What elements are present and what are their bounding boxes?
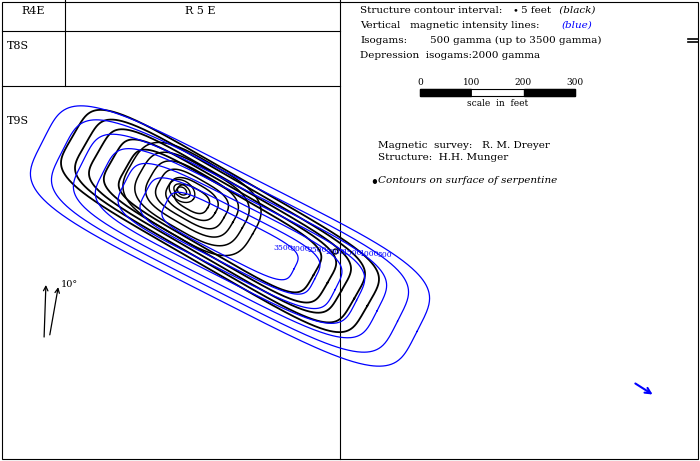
Text: 300: 300 bbox=[566, 78, 584, 87]
Text: 5 feet: 5 feet bbox=[521, 6, 551, 15]
Text: (blue): (blue) bbox=[562, 21, 593, 30]
Text: 1000: 1000 bbox=[359, 250, 379, 258]
Bar bbox=[524, 89, 575, 96]
Text: 1500: 1500 bbox=[342, 249, 361, 257]
Text: R4E: R4E bbox=[21, 6, 45, 16]
Text: 2500: 2500 bbox=[307, 246, 327, 254]
Text: 500 gamma (up to 3500 gamma): 500 gamma (up to 3500 gamma) bbox=[430, 36, 601, 45]
Text: Structure:  H.H. Munger: Structure: H.H. Munger bbox=[378, 153, 508, 162]
Text: T9S: T9S bbox=[7, 116, 29, 126]
Text: 2000: 2000 bbox=[325, 248, 344, 256]
Text: 0: 0 bbox=[417, 78, 423, 87]
Text: Vertical   magnetic intensity lines:: Vertical magnetic intensity lines: bbox=[360, 21, 540, 30]
Text: 3500: 3500 bbox=[274, 244, 293, 252]
Text: Magnetic  survey:   R. M. Dreyer: Magnetic survey: R. M. Dreyer bbox=[378, 141, 550, 150]
Text: R 5 E: R 5 E bbox=[185, 6, 216, 16]
Text: 100: 100 bbox=[463, 78, 480, 87]
Text: •: • bbox=[370, 176, 378, 189]
Text: (black): (black) bbox=[556, 6, 596, 15]
Bar bbox=[420, 89, 575, 96]
Text: T8S: T8S bbox=[7, 41, 29, 51]
Text: 200: 200 bbox=[514, 78, 532, 87]
Text: 10°: 10° bbox=[61, 280, 78, 290]
Bar bbox=[420, 89, 471, 96]
Text: Structure contour interval:: Structure contour interval: bbox=[360, 6, 503, 15]
Text: Contours on surface of serpentine: Contours on surface of serpentine bbox=[378, 176, 557, 185]
Text: Isogams:: Isogams: bbox=[360, 36, 407, 45]
Bar bbox=[471, 89, 524, 96]
Text: •: • bbox=[512, 6, 518, 15]
Text: 500: 500 bbox=[378, 251, 392, 259]
Text: Depression  isogams:2000 gamma: Depression isogams:2000 gamma bbox=[360, 51, 540, 60]
Text: 3000: 3000 bbox=[290, 245, 310, 253]
Text: scale  in  feet: scale in feet bbox=[467, 99, 528, 108]
